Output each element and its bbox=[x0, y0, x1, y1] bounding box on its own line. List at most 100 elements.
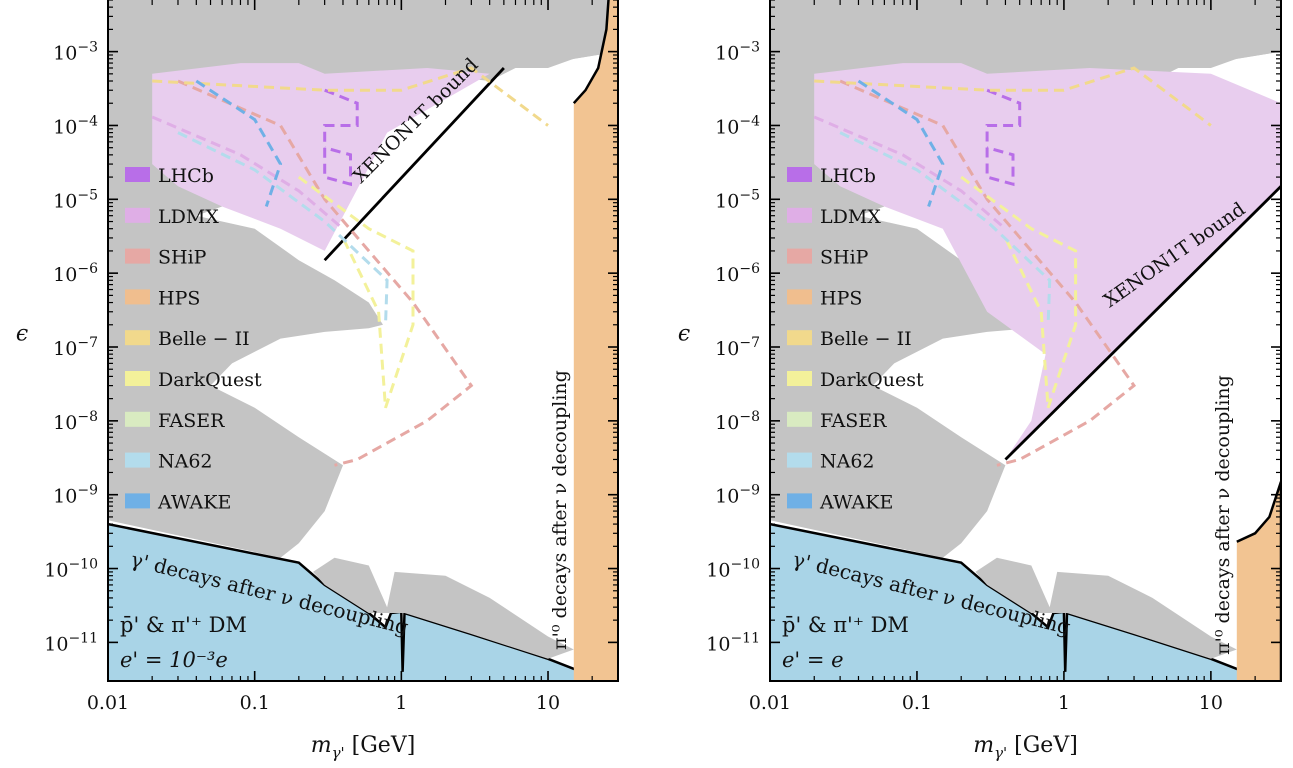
legend-swatch bbox=[125, 452, 150, 468]
x-axis-title: mγ' [GeV] bbox=[311, 733, 416, 762]
y-tick-label: 10−5 bbox=[53, 187, 98, 212]
x-tick-label: 0.01 bbox=[749, 692, 791, 714]
legend-swatch bbox=[787, 289, 812, 305]
legend-swatch bbox=[787, 411, 812, 427]
legend-swatch bbox=[125, 248, 150, 264]
y-tick-label: 10−6 bbox=[53, 261, 98, 286]
legend-swatch bbox=[787, 452, 812, 468]
y-tick-label: 10−10 bbox=[44, 557, 98, 582]
legend-swatch bbox=[125, 207, 150, 223]
pion-decoupling-line bbox=[1236, 481, 1281, 681]
coupling-label: e' = e bbox=[782, 648, 844, 672]
legend-swatch bbox=[787, 167, 812, 182]
x-axis-title: mγ' [GeV] bbox=[973, 733, 1078, 762]
legend-label: NA62 bbox=[820, 451, 875, 473]
legend-label: Belle − II bbox=[158, 328, 250, 350]
ship-contour bbox=[177, 79, 474, 467]
legend-label: AWAKE bbox=[819, 491, 893, 513]
y-tick-label: 10−3 bbox=[715, 40, 760, 65]
belle2-contour bbox=[814, 66, 1212, 127]
darkquest-contour bbox=[960, 175, 1078, 409]
dm-label: p̄' & π'⁺ DM bbox=[782, 613, 909, 637]
y-tick-label: 10−11 bbox=[706, 630, 760, 655]
legend-swatch bbox=[787, 207, 812, 223]
y-tick-label: 10−11 bbox=[44, 630, 98, 655]
ldmx-region bbox=[152, 63, 490, 251]
pion-decoupling-region bbox=[573, 0, 618, 681]
y-tick-label: 10−8 bbox=[715, 409, 760, 434]
ldmx-contour bbox=[813, 115, 1007, 230]
right-panel: 0.01 0.1 1 10 10−3 10−4 10−5 10−6 10−7 10−8 10−9 10… bbox=[678, 0, 1282, 762]
xenon-bound-line bbox=[323, 67, 505, 262]
x-tick-label: 1 bbox=[395, 692, 407, 714]
x-tick-label: 10 bbox=[1199, 692, 1223, 714]
legend-swatch bbox=[125, 493, 150, 509]
legend-swatch bbox=[125, 411, 150, 427]
darkquest-contour bbox=[297, 175, 415, 409]
axes-frame bbox=[769, 0, 1282, 682]
legend-label: NA62 bbox=[158, 451, 213, 473]
legend-label: HPS bbox=[820, 287, 862, 309]
legend-label: LHCb bbox=[820, 165, 876, 187]
legend-label: LDMX bbox=[158, 206, 219, 228]
y-tick-label: 10−8 bbox=[53, 409, 98, 434]
axes-frame bbox=[107, 0, 619, 682]
pion-decoupling-label: π'⁰ decays after ν decoupling bbox=[549, 370, 571, 650]
cosmology-region bbox=[108, 524, 618, 681]
x-tick-label: 1 bbox=[1058, 692, 1070, 714]
legend-swatch bbox=[787, 493, 812, 509]
cosmology-region bbox=[770, 524, 1281, 681]
pion-decoupling-label: π'⁰ decays after ν decoupling bbox=[1212, 375, 1234, 655]
y-tick-label: 10−7 bbox=[715, 335, 760, 360]
legend-label: Belle − II bbox=[820, 328, 912, 350]
left-panel: 0.01 0.1 1 10 10−3 10−4 10−5 10−6 10−7 10−8 10−9 10… bbox=[16, 0, 619, 762]
plot-area bbox=[770, 0, 1281, 681]
pion-decoupling-region bbox=[1236, 481, 1281, 681]
legend-swatch bbox=[125, 289, 150, 305]
legend-swatch bbox=[787, 248, 812, 264]
legend-label: DarkQuest bbox=[820, 369, 924, 391]
x-tick-label: 10 bbox=[536, 692, 560, 714]
y-tick-label: 10−9 bbox=[715, 483, 760, 508]
excluded-low-bump bbox=[313, 557, 574, 659]
y-tick-label: 10−6 bbox=[715, 261, 760, 286]
awake-contour bbox=[857, 79, 945, 207]
dm-label: p̄' & π'⁺ DM bbox=[120, 613, 247, 637]
legend-swatch bbox=[125, 371, 150, 386]
y-tick-label: 10−3 bbox=[53, 40, 98, 65]
ship-contour bbox=[839, 79, 1137, 467]
plot-area bbox=[108, 0, 618, 681]
ldmx-contour bbox=[151, 115, 344, 230]
belle2-contour bbox=[152, 66, 549, 127]
x-tick-label: 0.01 bbox=[87, 692, 129, 714]
coupling-label: e' = 10⁻³e bbox=[120, 648, 228, 672]
legend-label: LHCb bbox=[158, 165, 214, 187]
y-tick-label: 10−10 bbox=[706, 557, 760, 582]
legend-label: DarkQuest bbox=[158, 369, 262, 391]
x-tick-label: 0.1 bbox=[902, 692, 932, 714]
legend-label: SHiP bbox=[820, 247, 869, 269]
y-tick-label: 10−4 bbox=[715, 113, 760, 138]
lhcb-contour bbox=[985, 88, 1022, 187]
x-tick-label: 0.1 bbox=[240, 692, 270, 714]
legend-swatch bbox=[125, 330, 150, 346]
legend-label: LDMX bbox=[820, 206, 881, 228]
pion-decoupling-line bbox=[572, 0, 610, 105]
legend-label: AWAKE bbox=[157, 491, 231, 513]
legend-swatch bbox=[125, 167, 150, 182]
y-tick-label: 10−5 bbox=[715, 187, 760, 212]
legend-label: FASER bbox=[158, 410, 225, 432]
lhcb-contour bbox=[323, 88, 359, 187]
y-tick-label: 10−7 bbox=[53, 335, 98, 360]
legend-label: HPS bbox=[158, 287, 200, 309]
y-tick-label: 10−9 bbox=[53, 483, 98, 508]
legend-label: FASER bbox=[820, 410, 887, 432]
y-axis-title: ϵ bbox=[678, 322, 690, 347]
na62-contour bbox=[839, 131, 1052, 325]
excluded-top-band bbox=[108, 0, 618, 64]
y-axis-title: ϵ bbox=[16, 322, 28, 347]
awake-contour bbox=[195, 79, 283, 207]
legend-swatch bbox=[787, 330, 812, 346]
xenon-bound-line bbox=[1004, 185, 1281, 461]
